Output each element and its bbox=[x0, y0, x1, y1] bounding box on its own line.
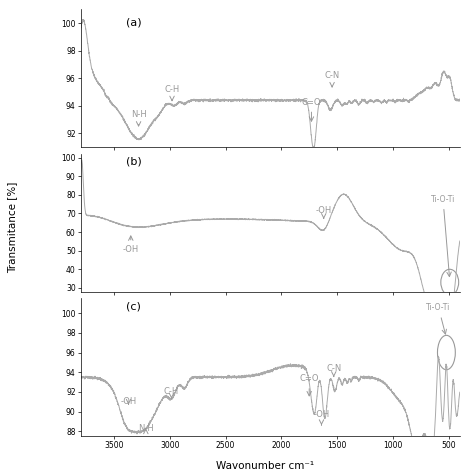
Text: -OH: -OH bbox=[123, 236, 139, 255]
Text: C-N: C-N bbox=[325, 72, 340, 87]
Text: -OH: -OH bbox=[316, 206, 332, 218]
Text: (c): (c) bbox=[126, 301, 141, 311]
Text: -OH: -OH bbox=[120, 397, 137, 406]
Text: -OH: -OH bbox=[313, 410, 329, 425]
Text: Wavonumber cm⁻¹: Wavonumber cm⁻¹ bbox=[216, 461, 315, 471]
Text: C=O: C=O bbox=[300, 374, 319, 396]
Text: Ti-O-Ti: Ti-O-Ti bbox=[427, 303, 451, 334]
Text: C-H: C-H bbox=[164, 85, 180, 100]
Text: (b): (b) bbox=[126, 157, 142, 167]
Text: N-H: N-H bbox=[138, 424, 154, 434]
Text: (a): (a) bbox=[126, 18, 142, 28]
Text: C-H: C-H bbox=[164, 387, 179, 399]
Text: Transmitance [%]: Transmitance [%] bbox=[7, 182, 17, 273]
Text: C-N: C-N bbox=[326, 365, 341, 376]
Text: Ti-O-Ti: Ti-O-Ti bbox=[431, 195, 455, 276]
Text: C=O: C=O bbox=[301, 98, 321, 121]
Text: N-H: N-H bbox=[131, 110, 146, 126]
